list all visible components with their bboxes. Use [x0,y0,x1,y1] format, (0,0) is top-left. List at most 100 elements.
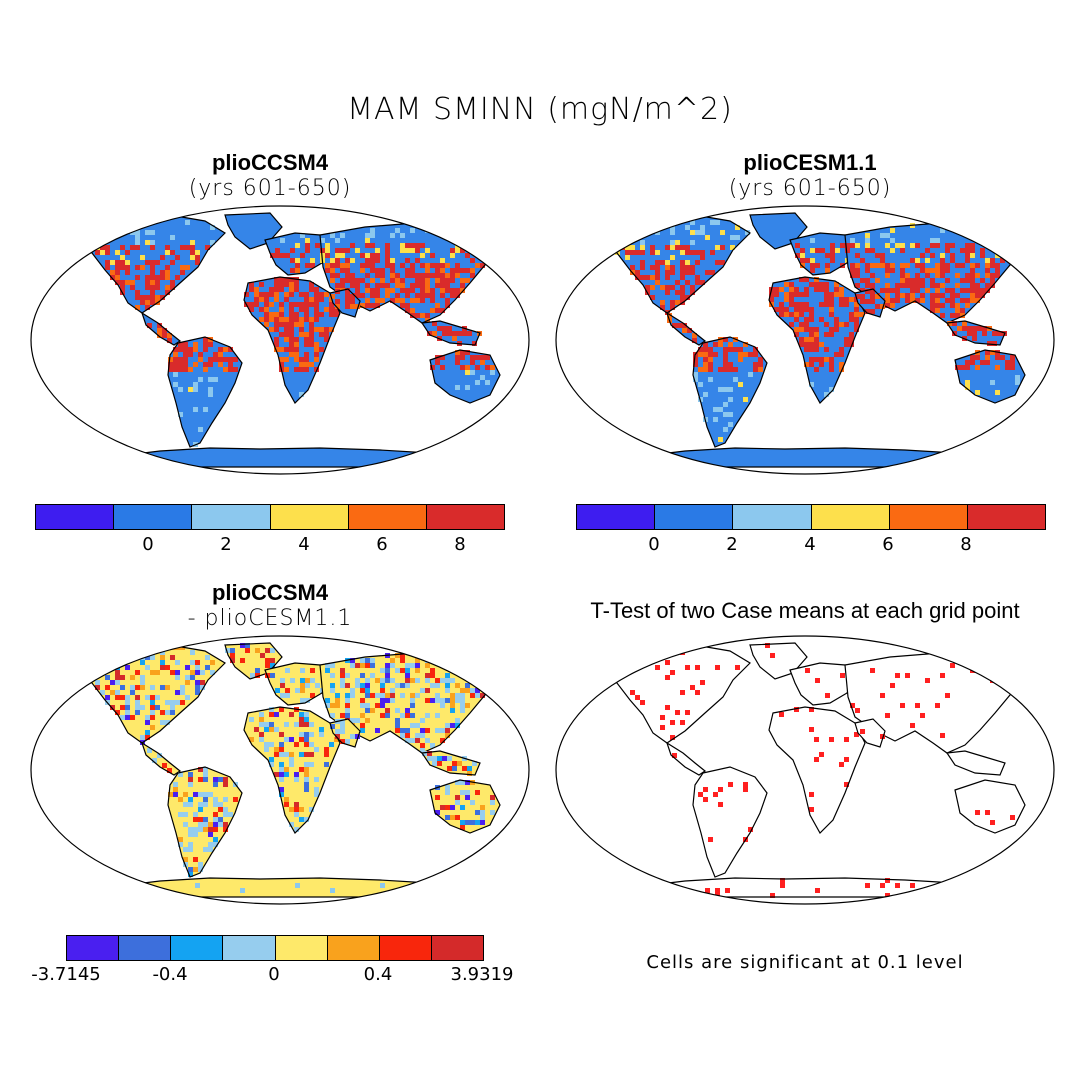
grid-cell [452,336,457,341]
grid-cell [440,658,445,663]
grid-cell [410,723,415,728]
grid-cell [145,715,150,720]
grid-cell [460,658,465,663]
grid-cell [213,827,218,832]
grid-cell [809,307,814,312]
grid-cell [875,304,880,309]
grid-cell [480,233,485,238]
grid-cell [304,307,309,312]
grid-cell [125,710,130,715]
grid-cell [365,718,370,723]
grid-cell [340,724,345,729]
grid-cell [440,288,445,293]
grid-cell [733,367,738,372]
grid-cell [294,287,299,292]
grid-cell [203,802,208,807]
colorbar-tick-label: 4 [298,534,310,555]
colorbar-swatch [192,505,271,529]
grid-cell [430,273,435,278]
grid-cell [203,767,208,772]
grid-cell [299,807,304,812]
grid-cell [188,847,193,852]
grid-cell [395,683,400,688]
grid-cell [834,282,839,287]
grid-cell [844,302,849,307]
grid-cell [140,675,145,680]
grid-cell [178,362,183,367]
grid-cell [300,688,305,693]
grid-cell [450,248,455,253]
grid-cell [155,695,160,700]
grid-cell [420,313,425,318]
grid-cell [910,288,915,293]
grid-cell [390,278,395,283]
grid-cell [467,331,472,336]
grid-cell [460,708,465,713]
grid-cell [415,668,420,673]
grid-cell [280,678,285,683]
grid-cell [400,658,405,663]
grid-cell [135,245,140,250]
grid-cell [460,693,465,698]
grid-cell [395,298,400,303]
grid-cell [150,695,155,700]
grid-cell [299,332,304,337]
grid-cell [850,263,855,268]
grid-cell [198,377,203,382]
grid-cell [370,663,375,668]
grid-cell [442,326,447,331]
grid-cell [945,243,950,248]
grid-cell [685,250,690,255]
grid-cell [980,253,985,258]
landmass-africa [769,707,865,833]
grid-cell [405,268,410,273]
grid-cell [80,670,85,675]
grid-cell [698,382,703,387]
grid-cell [195,883,200,888]
grid-cell [385,248,390,253]
grid-cell [970,298,975,303]
grid-cell [960,228,965,233]
grid-cell [940,283,945,288]
grid-cell [950,293,955,298]
grid-cell [285,253,290,258]
grid-cell [743,352,748,357]
grid-cell [279,707,284,712]
grid-cell [147,323,152,328]
grid-cell [274,287,279,292]
grid-cell [279,302,284,307]
grid-cell [304,732,309,737]
grid-cell [140,680,145,685]
grid-cell [997,331,1002,336]
grid-cell [435,360,440,365]
grid-cell [284,802,289,807]
grid-cell [400,668,405,673]
grid-cell [960,308,965,313]
grid-cell [435,303,440,308]
grid-cell [198,427,203,432]
grid-cell [285,668,290,673]
grid-cell [167,338,172,343]
grid-cell [480,248,485,253]
grid-cell [400,243,405,248]
grid-cell [335,729,340,734]
grid-cell [425,248,430,253]
grid-cell [975,263,980,268]
grid-cell [415,693,420,698]
grid-cell [728,412,733,417]
grid-cell [125,715,130,720]
grid-cell [840,673,845,678]
grid-cell [314,747,319,752]
grid-cell [299,817,304,822]
grid-cell [195,685,200,690]
grid-cell [218,777,223,782]
grid-cell [705,888,710,893]
grid-cell [145,260,150,265]
grid-cell [975,810,980,815]
grid-cell [804,337,809,342]
colorbar-tick-label: 0 [142,534,154,555]
grid-cell [1005,360,1010,365]
grid-cell [284,797,289,802]
grid-cell [814,282,819,287]
grid-cell [910,723,915,728]
